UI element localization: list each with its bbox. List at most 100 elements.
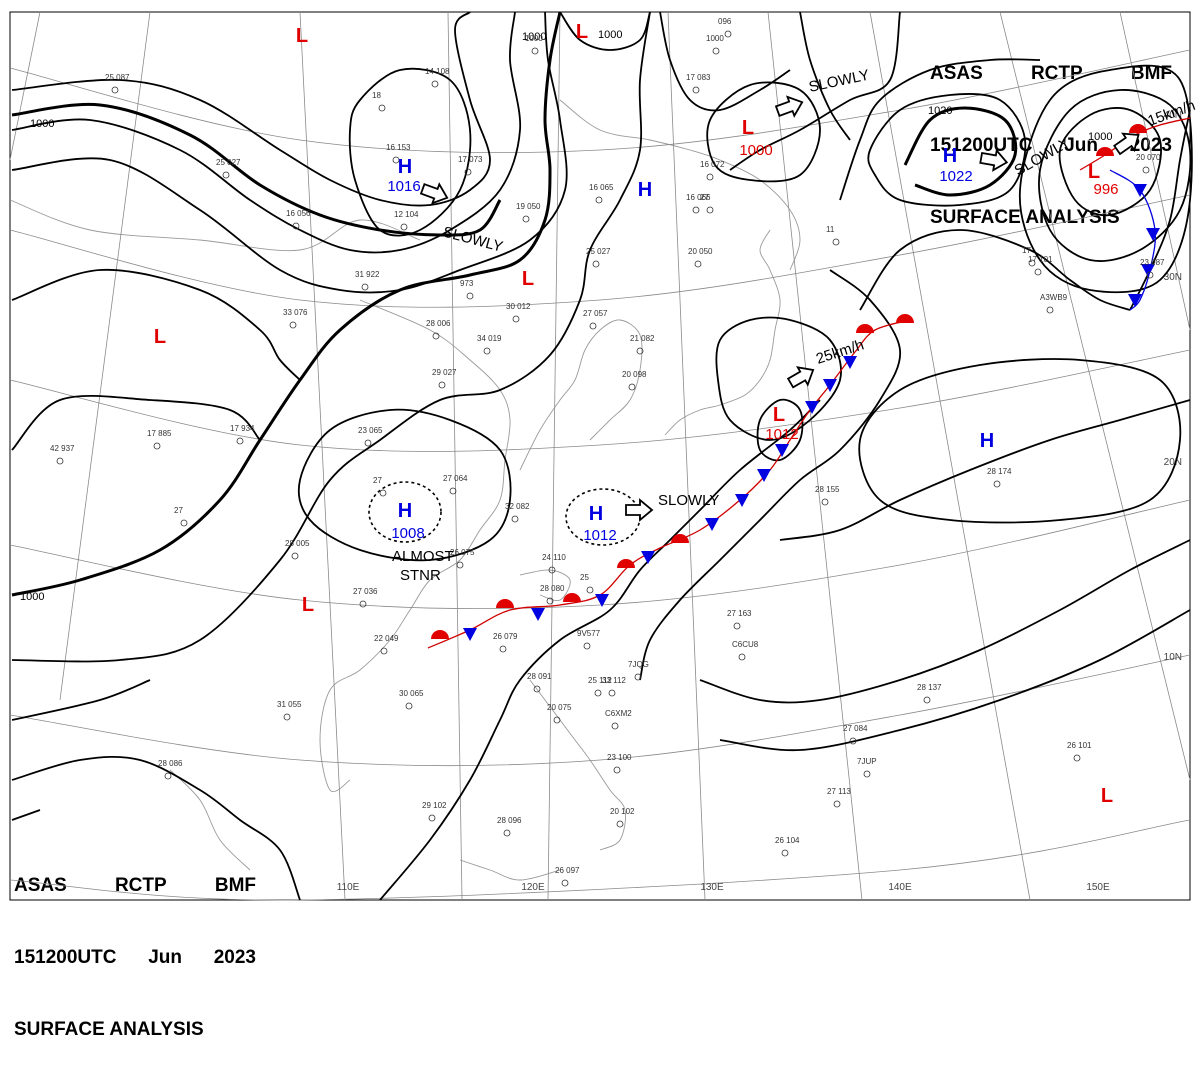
station-marker (533, 685, 541, 693)
station-marker (400, 223, 408, 231)
station-value: 17 083 (686, 73, 711, 82)
meridian-line (447, 11, 463, 901)
station-value: 27 084 (843, 724, 868, 733)
isobar-bold (11, 11, 562, 597)
coastline (169, 769, 251, 871)
header-station-code: RCTP (114, 875, 167, 896)
cold-front-triangle (705, 518, 719, 531)
station-value: 32 082 (505, 502, 530, 511)
station-value: 20 075 (547, 703, 572, 712)
station-marker (833, 800, 841, 808)
station-marker (289, 321, 297, 329)
isobar-line (559, 11, 651, 51)
high-pressure-symbol: H (638, 179, 652, 201)
isobar-value-label: 1000 (30, 118, 54, 130)
station-value: 28 086 (158, 759, 183, 768)
isobar-line (11, 268, 301, 381)
station-marker (1073, 754, 1081, 762)
meridian-line (869, 11, 1031, 901)
station-marker (512, 315, 520, 323)
cold-front-triangle (775, 444, 789, 457)
station-marker (291, 552, 299, 560)
station-value: A3WB9 (1040, 293, 1068, 302)
isobar-closed (1038, 89, 1192, 262)
isobar-line (699, 539, 1191, 704)
isobar-line (11, 395, 261, 451)
isobar-line (719, 609, 1191, 752)
station-value: 28 080 (540, 584, 565, 593)
station-marker (531, 47, 539, 55)
movement-note: SLOWLY (807, 67, 871, 96)
longitude-label: 150E (1086, 882, 1110, 893)
movement-arrow (419, 182, 449, 205)
meridian-line (547, 11, 561, 901)
station-value: 17 (1022, 246, 1031, 255)
station-marker (222, 171, 230, 179)
low-pressure-symbol: L (742, 117, 754, 139)
isobar-bold (11, 102, 502, 237)
warm-front-semicircle (563, 593, 581, 602)
station-value: 17 934 (230, 424, 255, 433)
station-marker (832, 238, 840, 246)
low-pressure-symbol: L (154, 326, 166, 348)
station-marker (616, 820, 624, 828)
station-marker (706, 173, 714, 181)
station-marker (724, 30, 732, 38)
central-pressure-value: 1016 (387, 178, 420, 195)
isobar-line (11, 755, 301, 901)
isobar-line (11, 11, 651, 663)
station-value: 28 174 (987, 467, 1012, 476)
movement-note: SLOWLY (1012, 134, 1074, 179)
station-marker (594, 689, 602, 697)
station-value: 28 006 (426, 319, 451, 328)
station-marker (1142, 166, 1150, 174)
station-marker (466, 292, 474, 300)
station-marker (292, 222, 300, 230)
station-value: 16 065 (589, 183, 614, 192)
latitude-label: 20N (1164, 457, 1182, 468)
parallel-line (9, 194, 1191, 308)
stationary-front-line (427, 319, 911, 649)
station-value: 27 (174, 506, 183, 515)
station-marker (595, 196, 603, 204)
isobar-line (799, 11, 851, 141)
header-top-right: ASAS RCTP BMF 151200UTC Jun 2023 SURFACE… (930, 14, 1172, 254)
station-value: 33 112 (602, 676, 626, 685)
movement-note: SLOWLY (658, 492, 719, 509)
isobar-closed (858, 358, 1182, 524)
station-marker (456, 561, 464, 569)
station-value: 16 072 (700, 160, 725, 169)
meridian-line (9, 11, 41, 161)
isobar-closed (706, 81, 821, 183)
header-month: Jun (148, 947, 182, 968)
station-marker (378, 104, 386, 112)
movement-note: STNR (400, 567, 441, 584)
station-marker (432, 332, 440, 340)
coastlines (9, 99, 801, 881)
high-pressure-symbol: H (589, 503, 603, 525)
meridian-line (59, 11, 151, 701)
station-marker (431, 80, 439, 88)
station-value: 7JUP (857, 757, 877, 766)
station-marker (706, 206, 714, 214)
movement-arrow-shape (786, 366, 815, 389)
fronts (427, 117, 1191, 649)
station-value: 27 163 (727, 609, 752, 618)
longitude-label: 140E (888, 882, 912, 893)
meridian-line (667, 11, 706, 901)
warm-front-semicircle (1096, 147, 1114, 156)
station-marker (738, 653, 746, 661)
station-marker (428, 814, 436, 822)
station-marker (583, 642, 591, 650)
station-marker (503, 829, 511, 837)
station-marker (364, 439, 372, 447)
station-value: 21 082 (630, 334, 655, 343)
cold-front-triangle (757, 469, 771, 482)
station-marker (694, 260, 702, 268)
central-pressure-value: 1008 (391, 525, 424, 542)
station-value: 096 (718, 17, 732, 26)
low-pressure-symbol: L (522, 268, 534, 290)
station-marker (392, 156, 400, 164)
station-value: 20 098 (622, 370, 647, 379)
station-marker (628, 383, 636, 391)
